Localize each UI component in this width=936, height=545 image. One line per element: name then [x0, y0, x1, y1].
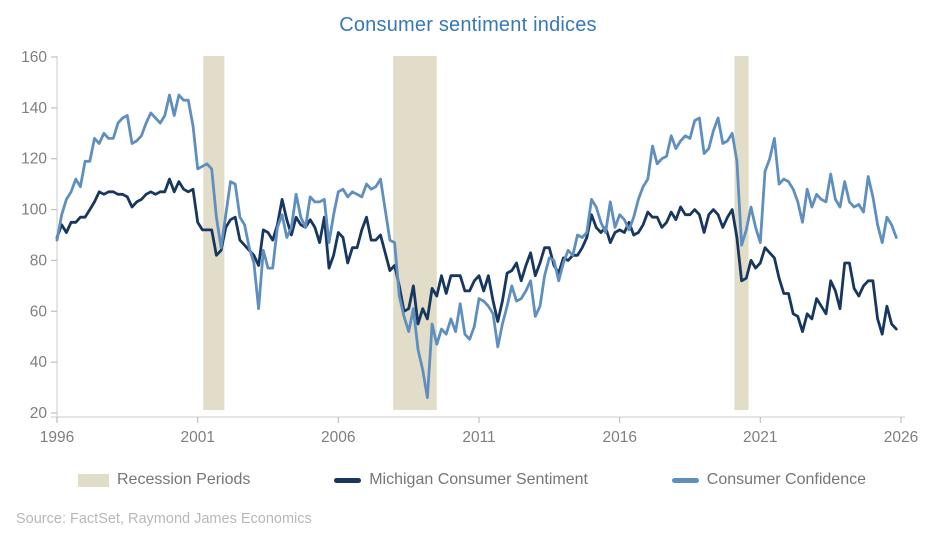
x-tick-label: 2021 [743, 429, 777, 446]
consumer-confidence-line [55, 93, 898, 400]
y-tick-label: 40 [30, 354, 48, 371]
legend-item-consumer-confidence: Consumer Confidence [671, 471, 866, 488]
y-tick-label: 140 [21, 100, 47, 117]
chart-legend: Recession Periods Michigan Consumer Sent… [78, 467, 866, 493]
y-tick-label: 20 [30, 405, 48, 422]
legend-label: Michigan Consumer Sentiment [369, 471, 588, 488]
recession-band [203, 56, 225, 410]
recession-swatch [78, 473, 109, 487]
michigan-consumer-sentiment-line [55, 177, 898, 336]
confidence-line-swatch [671, 477, 699, 483]
legend-label: Consumer Confidence [706, 471, 866, 488]
y-tick-label: 120 [21, 151, 47, 168]
y-tick-label: 100 [21, 202, 47, 219]
x-tick-label: 2026 [884, 429, 918, 446]
x-tick-label: 2006 [321, 429, 355, 446]
line-chart-canvas: 20 40 60 80 100 120 140 160 1996 2001 2006 2011 2016… [21, 49, 918, 446]
chart-title: Consumer sentiment indices [339, 14, 597, 36]
source-note: Source: FactSet, Raymond James Economics [16, 511, 312, 527]
legend-item-recession-periods: Recession Periods [78, 472, 250, 488]
x-tick-label: 1996 [40, 429, 74, 446]
legend-label: Recession Periods [117, 471, 251, 488]
y-tick-label: 80 [30, 252, 48, 269]
x-tick-label: 2001 [180, 429, 214, 446]
michigan-line-swatch [334, 477, 362, 483]
x-tick-label: 2016 [602, 429, 636, 446]
y-tick-label: 160 [21, 49, 47, 66]
x-tick-label: 2011 [462, 429, 495, 446]
y-tick-label: 60 [30, 303, 48, 320]
legend-item-michigan-consumer-sentiment: Michigan Consumer Sentiment [334, 472, 588, 488]
